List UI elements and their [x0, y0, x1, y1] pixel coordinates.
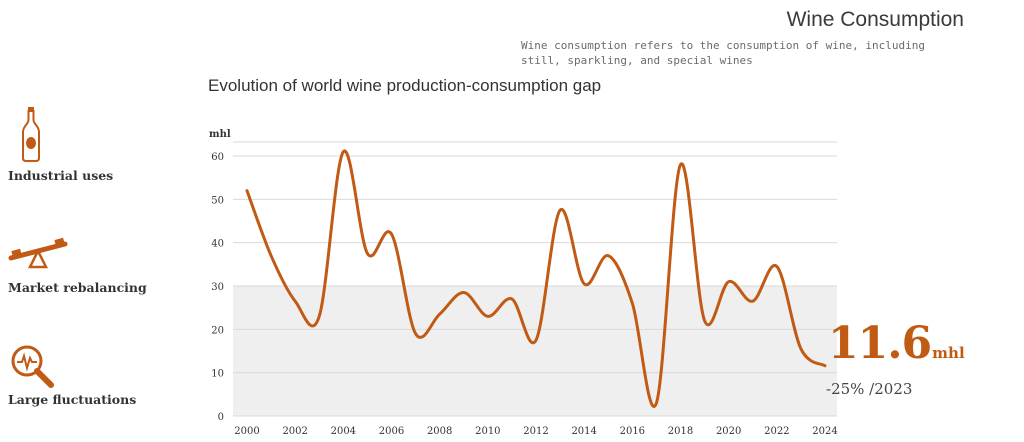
- x-tick-label: 2018: [668, 426, 693, 437]
- sidebar-item-market-rebalancing: Market rebalancing: [8, 236, 168, 300]
- x-tick-label: 2024: [812, 426, 837, 437]
- y-tick-label: 60: [211, 152, 224, 163]
- page-title: Wine Consumption: [786, 8, 964, 31]
- latest-value-callout: 11.6mhl: [828, 318, 965, 369]
- x-tick-label: 2006: [379, 426, 404, 437]
- x-axis-ticks: 2000 2002 2004 2006 2008 2010 2012 2014 2016 2018…: [234, 426, 837, 437]
- x-tick-label: 2014: [571, 426, 596, 437]
- sidebar-item-label: Large fluctuations: [8, 392, 137, 407]
- seesaw-icon: [8, 237, 68, 269]
- latest-value: 11.6: [828, 318, 932, 369]
- y-axis-label: mhl: [209, 129, 231, 140]
- sidebar-item-label: Market rebalancing: [8, 280, 147, 295]
- x-tick-label: 2016: [620, 426, 645, 437]
- change-note: -25% /2023: [826, 380, 913, 398]
- wine-bottle-icon: [22, 107, 40, 162]
- sidebar-item-label: Industrial uses: [8, 168, 114, 183]
- y-tick-label: 30: [211, 282, 224, 293]
- series-line: [245, 149, 827, 408]
- page-description: Wine consumption refers to the consumpti…: [521, 39, 925, 67]
- y-tick-label: 40: [211, 239, 224, 250]
- x-tick-label: 2002: [282, 426, 307, 437]
- x-tick-label: 2008: [427, 426, 452, 437]
- latest-value-unit: mhl: [932, 344, 965, 362]
- y-tick-label: 50: [211, 195, 224, 206]
- sidebar-item-large-fluctuations: Large fluctuations: [8, 342, 168, 412]
- x-tick-label: 2004: [331, 426, 356, 437]
- x-tick-label: 2022: [764, 426, 789, 437]
- magnifier-pulse-icon: [11, 345, 54, 388]
- y-axis-ticks: 0 10 20 30 40 50 60: [211, 152, 224, 423]
- x-tick-label: 2010: [475, 426, 500, 437]
- y-tick-label: 20: [211, 325, 224, 336]
- y-tick-label: 0: [218, 412, 224, 423]
- y-tick-label: 10: [211, 369, 224, 380]
- x-tick-label: 2000: [234, 426, 259, 437]
- highlight-band: [233, 286, 837, 416]
- x-tick-label: 2020: [716, 426, 741, 437]
- chart-title: Evolution of world wine production-consu…: [208, 76, 602, 95]
- x-tick-label: 2012: [523, 426, 548, 437]
- sidebar-item-industrial-uses: Industrial uses: [8, 104, 168, 188]
